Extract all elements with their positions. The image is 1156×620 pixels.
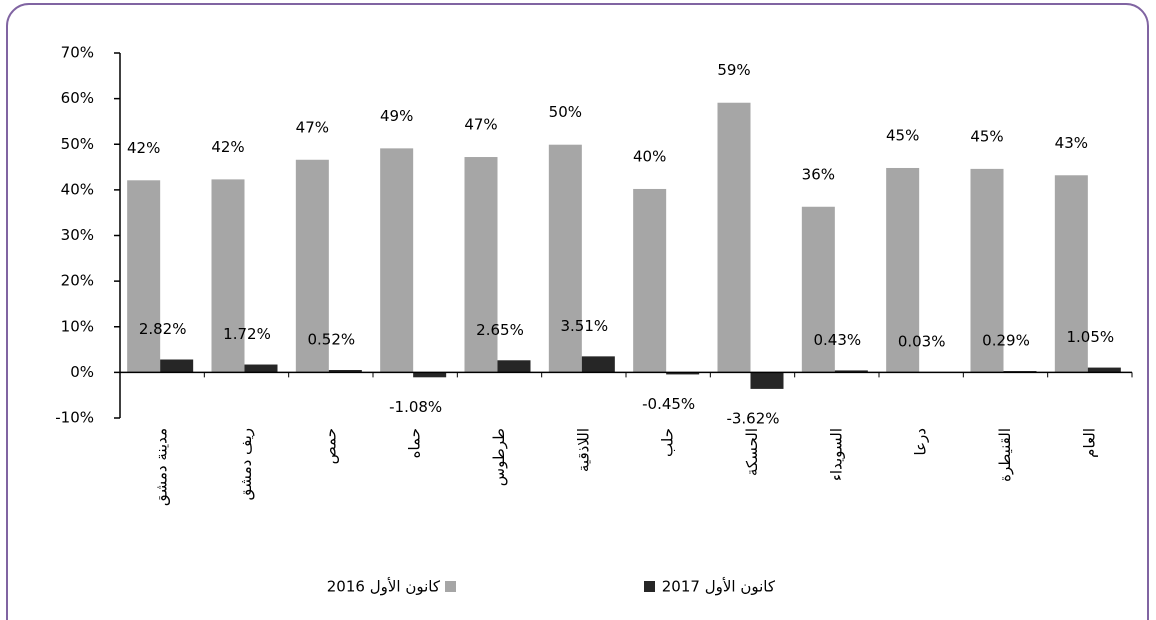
data-label: 0.03% bbox=[898, 333, 946, 351]
bar bbox=[633, 188, 667, 373]
bar bbox=[160, 359, 194, 373]
y-tick-label: -10% bbox=[55, 409, 94, 427]
bar bbox=[750, 372, 784, 389]
bar bbox=[548, 144, 582, 373]
x-tick-label: السويداء bbox=[827, 428, 845, 481]
x-tick-label: العام bbox=[1080, 428, 1098, 458]
data-label: 40% bbox=[633, 147, 666, 165]
x-tick-label: حماه bbox=[406, 428, 424, 458]
data-label: 47% bbox=[296, 118, 329, 136]
legend-swatch bbox=[644, 581, 655, 592]
x-tick-label: القنيطرة bbox=[996, 428, 1014, 482]
y-tick-label: 10% bbox=[61, 317, 94, 335]
data-label: -1.08% bbox=[389, 398, 442, 416]
legend-swatch bbox=[445, 581, 456, 592]
data-label: 0.43% bbox=[814, 331, 862, 349]
bar bbox=[413, 372, 447, 378]
bar bbox=[801, 206, 835, 373]
x-tick-label: اللاذقية bbox=[574, 428, 592, 472]
bar bbox=[666, 372, 700, 375]
data-label: 1.05% bbox=[1067, 328, 1115, 346]
bar bbox=[497, 360, 531, 373]
y-tick-label: 40% bbox=[61, 180, 94, 198]
data-label: 45% bbox=[886, 126, 919, 144]
x-tick-label: حلب bbox=[659, 428, 677, 457]
legend-label: كانون الأول 2017 bbox=[662, 577, 776, 596]
bar bbox=[717, 102, 751, 373]
data-label: 3.51% bbox=[561, 317, 609, 335]
y-tick-label: 20% bbox=[61, 272, 94, 290]
bar bbox=[380, 148, 414, 373]
x-tick-label: مدينة دمشق bbox=[153, 428, 171, 506]
x-tick-label: الحسكة bbox=[743, 428, 761, 476]
x-tick-label: حمص bbox=[321, 428, 339, 464]
x-tick-label: درعا bbox=[912, 428, 930, 455]
bar bbox=[127, 180, 161, 373]
data-label: 59% bbox=[717, 61, 750, 79]
data-label: -3.62% bbox=[726, 409, 779, 427]
data-label: 49% bbox=[380, 107, 413, 125]
bar bbox=[581, 356, 615, 373]
bar bbox=[211, 179, 245, 373]
data-label: 42% bbox=[211, 138, 244, 156]
data-label: 0.52% bbox=[308, 331, 356, 349]
x-tick-label: ريف دمشق bbox=[237, 428, 255, 500]
legend-label: كانون الأول 2016 bbox=[327, 577, 441, 596]
data-label: 0.29% bbox=[982, 332, 1030, 350]
bar bbox=[834, 370, 868, 373]
data-label: 50% bbox=[549, 103, 582, 121]
y-tick-label: 60% bbox=[61, 89, 94, 107]
y-tick-label: 0% bbox=[70, 363, 94, 381]
y-tick-label: 70% bbox=[61, 44, 94, 62]
data-label: 1.72% bbox=[223, 325, 271, 343]
data-label: 47% bbox=[464, 116, 497, 134]
bar bbox=[970, 168, 1004, 373]
bar bbox=[886, 167, 920, 373]
data-label: 43% bbox=[1055, 134, 1088, 152]
data-label: 45% bbox=[970, 127, 1003, 145]
x-tick-label: طرطوس bbox=[490, 428, 508, 486]
data-label: 2.82% bbox=[139, 320, 187, 338]
data-label: 36% bbox=[802, 165, 835, 183]
y-tick-label: 50% bbox=[61, 135, 94, 153]
bar bbox=[328, 370, 362, 373]
data-label: 2.65% bbox=[476, 321, 524, 339]
data-label: 42% bbox=[127, 139, 160, 157]
bar bbox=[244, 364, 278, 373]
data-label: -0.45% bbox=[642, 395, 695, 413]
bar bbox=[295, 159, 329, 373]
bar bbox=[464, 157, 498, 373]
y-tick-label: 30% bbox=[61, 226, 94, 244]
bar bbox=[1054, 175, 1088, 373]
bar bbox=[1087, 367, 1121, 373]
